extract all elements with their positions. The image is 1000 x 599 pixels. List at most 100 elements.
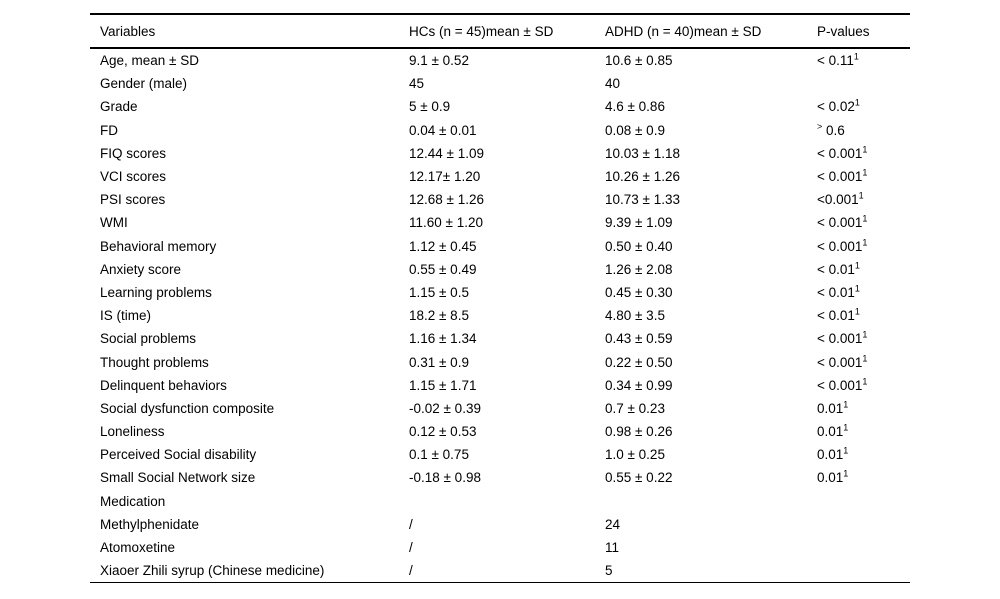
table-row: Behavioral memory 1.12 ± 0.45 0.50 ± 0.4… [90,235,910,258]
group-comparison-table: Variables HCs (n = 45)mean ± SD ADHD (n … [90,13,910,584]
column-header-hcs: HCs (n = 45)mean ± SD [409,14,605,49]
adhd-cell: 1.26 ± 2.08 [605,261,673,277]
hcs-cell: 45 [409,76,425,92]
p-superscript: 1 [843,468,849,479]
table-row: PSI scores 12.68 ± 1.26 10.73 ± 1.33 <0.… [90,188,910,211]
table-row: VCI scores 12.17± 1.20 10.26 ± 1.26 < 0.… [90,165,910,188]
table-row: Gender (male) 45 40 [90,72,910,95]
p-superscript: 1 [843,399,849,410]
hcs-cell: 0.31 ± 0.9 [409,354,469,370]
p-superscript: 1 [862,353,868,364]
hcs-cell: -0.18 ± 0.98 [409,470,481,486]
p-superscript: 1 [854,97,860,108]
variable-cell: FIQ scores [100,145,167,161]
adhd-cell: 5 [605,563,613,579]
hcs-cell: 0.55 ± 0.49 [409,261,477,277]
adhd-cell: 9.39 ± 1.09 [605,215,673,231]
variable-cell: Small Social Network size [100,470,256,486]
hcs-cell: 18.2 ± 8.5 [409,308,469,324]
adhd-cell: 0.45 ± 0.30 [605,284,673,300]
hcs-cell: 0.04 ± 0.01 [409,122,477,138]
adhd-cell: 0.43 ± 0.59 [605,331,673,347]
hcs-cell: 1.15 ± 1.71 [409,377,477,393]
column-header-variables: Variables [90,14,409,49]
adhd-cell: 0.22 ± 0.50 [605,354,673,370]
table-body: Age, mean ± SD 9.1 ± 0.52 10.6 ± 0.85 < … [90,48,910,583]
adhd-cell: 10.26 ± 1.26 [605,169,680,185]
table-row: Grade 5 ± 0.9 4.6 ± 0.86 < 0.021 [90,95,910,118]
p-value-cell: <0.0011 [817,190,864,208]
hcs-cell: / [409,540,413,556]
table-row: Methylphenidate / 24 [90,513,910,536]
p-superscript: 1 [862,376,868,387]
variable-cell: Anxiety score [100,261,182,277]
table-row: Social problems 1.16 ± 1.34 0.43 ± 0.59 … [90,327,910,350]
table-row: Age, mean ± SD 9.1 ± 0.52 10.6 ± 0.85 < … [90,48,910,72]
table-row: Thought problems 0.31 ± 0.9 0.22 ± 0.50 … [90,350,910,373]
p-value-cell: < 0.0011 [817,376,868,393]
p-superscript: 1 [862,144,868,155]
p-value-cell: 0.011 [817,468,849,486]
table-row: Learning problems 1.15 ± 0.5 0.45 ± 0.30… [90,281,910,304]
table-row: Medication [90,490,910,513]
header-row: Variables HCs (n = 45)mean ± SD ADHD (n … [90,14,910,49]
column-header-adhd: ADHD (n = 40)mean ± SD [605,14,817,49]
p-value-cell [817,490,910,513]
hcs-cell: 11.60 ± 1.20 [409,215,483,231]
table-row: Loneliness 0.12 ± 0.53 0.98 ± 0.26 0.011 [90,420,910,443]
p-value-cell: < 0.0011 [817,167,868,185]
variable-cell: Grade [100,99,138,115]
hcs-cell: / [409,516,413,532]
table-row: Perceived Social disability 0.1 ± 0.75 1… [90,443,910,466]
p-superscript: 1 [858,190,864,201]
p-value-cell: 0.011 [817,399,849,416]
hcs-cell: 9.1 ± 0.52 [409,53,469,69]
p-value-cell: 0.011 [817,422,849,440]
p-value-cell: < 0.021 [817,97,860,115]
table-row: FIQ scores 12.44 ± 1.09 10.03 ± 1.18 < 0… [90,142,910,165]
adhd-cell: 24 [605,516,621,532]
p-value-cell: < 0.011 [817,260,860,277]
p-value-cell: < 0.0011 [817,237,868,254]
adhd-cell: 0.7 ± 0.23 [605,400,665,416]
hcs-cell: 0.1 ± 0.75 [409,447,469,463]
variable-cell: FD [100,122,118,138]
hcs-cell: 12.68 ± 1.26 [409,192,484,208]
table-row: Small Social Network size -0.18 ± 0.98 0… [90,466,910,489]
p-value-cell [817,559,910,583]
table-row: FD 0.04 ± 0.01 0.08 ± 0.9 > 0.6 [90,119,910,142]
variable-cell: Xiaoer Zhili syrup (Chinese medicine) [100,563,325,579]
variable-cell: IS (time) [100,308,152,324]
variable-cell: Gender (male) [100,76,188,92]
table-header: Variables HCs (n = 45)mean ± SD ADHD (n … [90,14,910,49]
adhd-cell: 0.08 ± 0.9 [605,122,665,138]
table-container: Variables HCs (n = 45)mean ± SD ADHD (n … [90,13,910,584]
hcs-cell: -0.02 ± 0.39 [409,400,481,416]
table-row: Xiaoer Zhili syrup (Chinese medicine) / … [90,559,910,583]
hcs-cell [409,490,605,513]
p-value-cell [817,513,910,536]
p-value-cell [817,72,910,95]
adhd-cell [605,490,817,513]
table-row: Anxiety score 0.55 ± 0.49 1.26 ± 2.08 < … [90,258,910,281]
variable-cell: WMI [100,215,128,231]
p-value-cell: < 0.0011 [817,213,868,231]
variable-cell: Social problems [100,331,197,347]
p-value-cell: 0.011 [817,445,849,463]
p-superscript: 1 [862,213,868,224]
adhd-cell: 10.73 ± 1.33 [605,192,680,208]
p-value-cell: < 0.011 [817,283,860,300]
adhd-cell: 1.0 ± 0.25 [605,447,665,463]
adhd-cell: 4.6 ± 0.86 [605,99,665,115]
p-value-cell: < 0.011 [817,306,860,324]
p-superscript: 1 [843,422,849,433]
hcs-cell: 0.12 ± 0.53 [409,424,477,440]
hcs-cell: 12.17± 1.20 [409,169,481,185]
column-header-pvalues: P-values [817,14,910,49]
variable-cell: Loneliness [100,424,165,440]
p-value-cell [817,536,910,559]
p-superscript: 1 [853,51,859,62]
adhd-cell: 11 [605,540,620,556]
variable-cell: Behavioral memory [100,238,217,254]
table-row: WMI 11.60 ± 1.20 9.39 ± 1.09 < 0.0011 [90,211,910,234]
